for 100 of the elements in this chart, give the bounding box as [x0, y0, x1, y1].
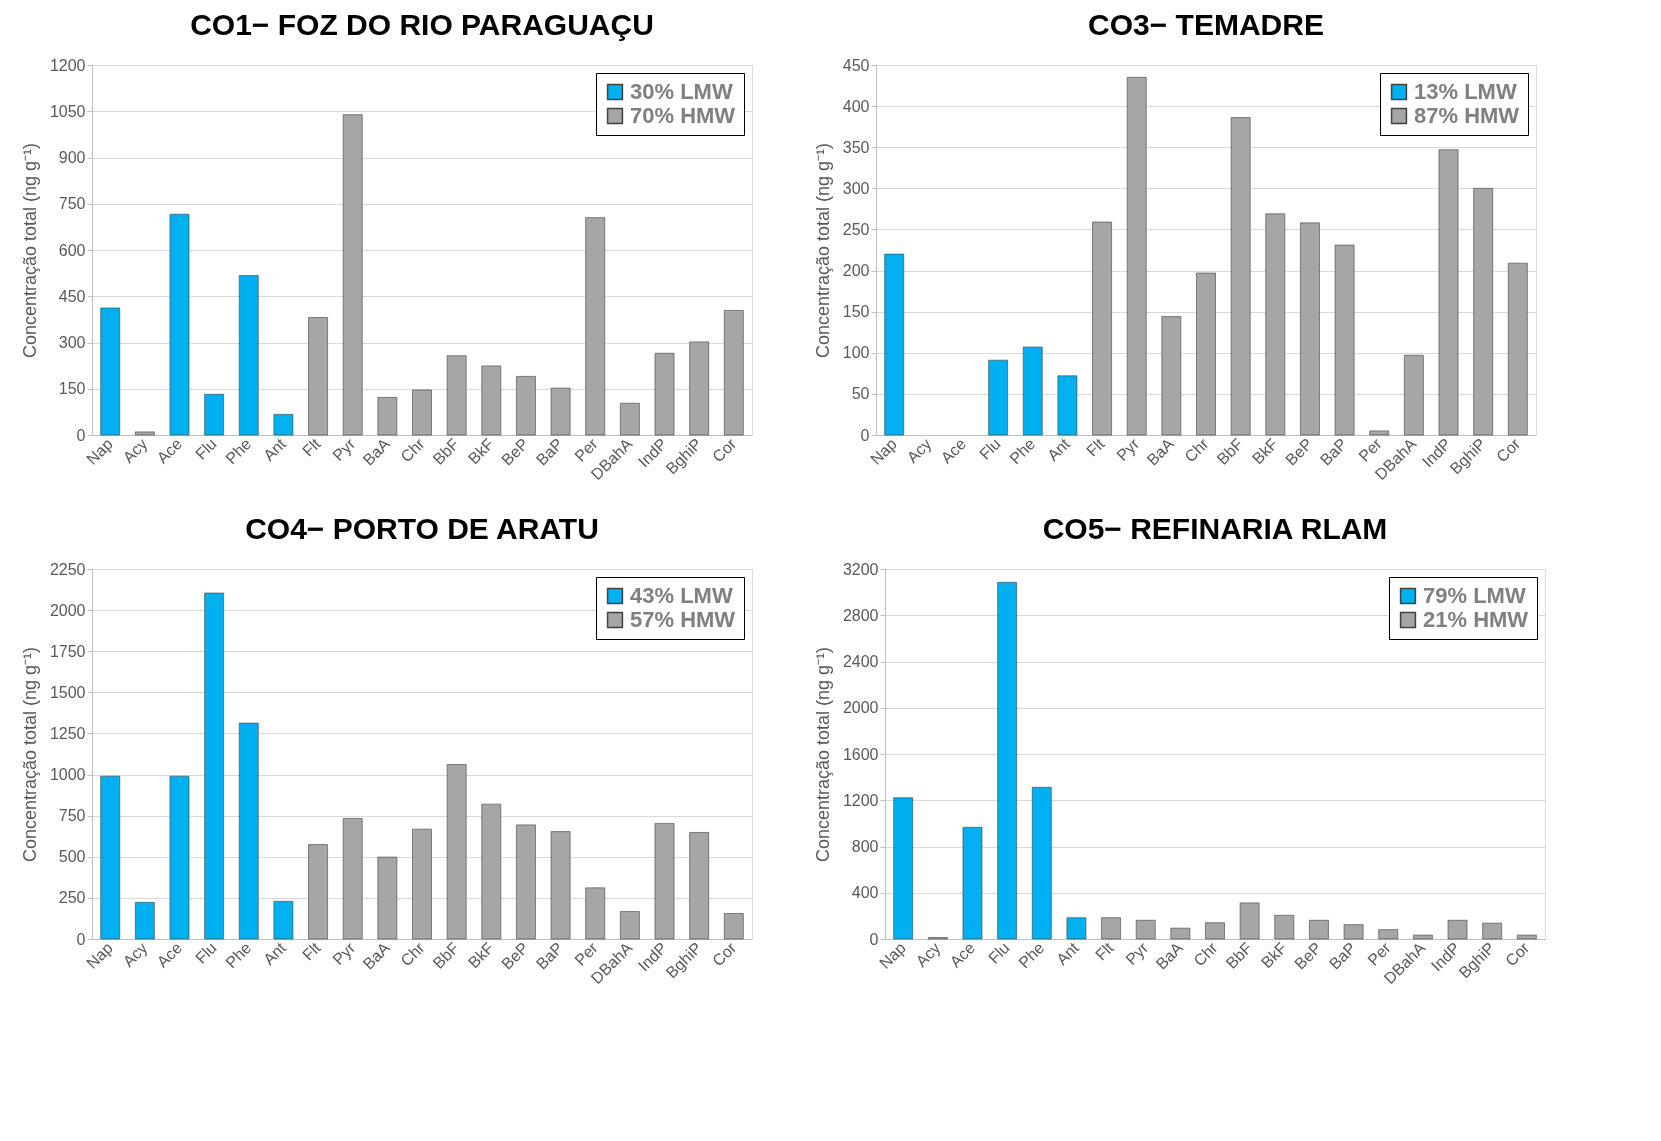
bar — [1447, 919, 1468, 940]
x-tick-label: Ant — [260, 434, 290, 465]
bar — [1230, 117, 1251, 436]
x-tick-label: Ant — [1044, 434, 1074, 465]
bar — [412, 389, 432, 436]
bar — [481, 803, 502, 940]
x-tick-label: Ace — [153, 435, 186, 467]
bar — [550, 387, 571, 436]
bar — [1438, 149, 1459, 436]
x-tick-label: BbF — [1213, 434, 1247, 468]
bar — [1413, 934, 1433, 940]
bar — [1205, 922, 1225, 940]
y-tick-label: 100 — [842, 344, 870, 362]
bar — [1239, 902, 1260, 940]
bar — [308, 844, 328, 940]
legend-label: 70% HMW — [630, 103, 736, 128]
bar — [1126, 77, 1147, 436]
y-axis-title: Concentração total (ng g⁻¹) — [812, 646, 833, 863]
y-axis-title: Concentração total (ng g⁻¹) — [812, 142, 833, 359]
bar — [1135, 919, 1156, 940]
bar — [273, 901, 294, 940]
x-tick-label: BeP — [498, 435, 532, 469]
bar — [550, 831, 571, 940]
y-tick-label: 250 — [58, 889, 86, 907]
x-tick-label: Ace — [946, 939, 979, 971]
bar — [135, 902, 155, 940]
bar — [100, 775, 121, 940]
bar — [723, 913, 744, 940]
bar — [1274, 915, 1295, 940]
bar — [377, 856, 398, 940]
bar — [308, 317, 328, 436]
x-tick-label: Acy — [912, 939, 944, 971]
y-tick-label: 350 — [842, 138, 870, 156]
y-tick-label: 750 — [58, 195, 86, 213]
bar — [1404, 354, 1424, 436]
x-tick-label: BaA — [1143, 434, 1178, 469]
y-tick-label: 300 — [58, 334, 86, 351]
bar — [585, 217, 606, 436]
bar — [997, 582, 1017, 940]
y-tick-label: 450 — [842, 56, 870, 74]
bar — [893, 797, 914, 940]
bar — [884, 253, 905, 436]
y-tick-label: 150 — [842, 303, 870, 321]
legend-label: 30% LMW — [630, 79, 733, 104]
x-tick-label: Pyr — [329, 938, 359, 969]
x-tick-label: Chr — [1181, 434, 1213, 466]
bar — [169, 213, 190, 436]
bar — [1022, 346, 1043, 436]
y-tick-label: 1600 — [842, 745, 879, 763]
bar — [654, 352, 675, 436]
legend-label: 79% LMW — [1423, 583, 1526, 608]
y-tick-label: 1050 — [49, 102, 86, 120]
bar — [377, 397, 398, 436]
bar — [620, 402, 640, 436]
bar — [273, 414, 294, 436]
y-tick-label: 900 — [58, 149, 86, 166]
bar — [1092, 221, 1112, 436]
bar — [1196, 272, 1216, 436]
y-tick-label: 2400 — [842, 653, 879, 670]
y-tick-label: 750 — [58, 807, 86, 825]
x-tick-label: Acy — [119, 435, 151, 467]
x-tick-label: Pyr — [1122, 938, 1152, 969]
y-tick-label: 1250 — [49, 724, 86, 742]
bar — [1369, 430, 1390, 436]
bar — [204, 592, 224, 940]
x-tick-label: Flt — [1083, 434, 1109, 460]
x-tick-label: BkF — [464, 434, 498, 468]
y-tick-label: 0 — [860, 426, 870, 444]
x-tick-label: Ace — [937, 435, 970, 467]
y-tick-label: 2000 — [49, 601, 86, 619]
bar — [1378, 929, 1399, 940]
x-tick-label: BaP — [532, 939, 567, 973]
bar — [620, 911, 640, 940]
y-tick-label: 1750 — [49, 642, 86, 660]
chart-title: CO4− PORTO DE ARATU — [245, 512, 599, 545]
bar — [1161, 316, 1182, 436]
legend-label: 57% HMW — [630, 607, 736, 632]
x-tick-label: Acy — [119, 939, 151, 971]
x-tick-label: Flt — [1092, 938, 1118, 964]
x-tick-label: Flt — [299, 938, 325, 964]
bar — [516, 824, 536, 940]
bar — [962, 827, 983, 940]
bar — [238, 722, 259, 940]
legend-label: 21% HMW — [1423, 607, 1529, 632]
bar — [988, 359, 1008, 436]
x-tick-label: Ace — [153, 939, 186, 971]
y-tick-label: 50 — [851, 385, 870, 403]
x-tick-label: Acy — [903, 435, 935, 467]
chart-title: CO5− REFINARIA RLAM — [1042, 512, 1388, 545]
legend-label: 13% LMW — [1414, 79, 1517, 104]
bar — [342, 114, 363, 436]
bar — [135, 431, 155, 436]
y-tick-label: 800 — [851, 838, 879, 855]
x-tick-label: BkF — [1257, 938, 1291, 972]
legend-label: 43% LMW — [630, 583, 733, 608]
x-tick-label: Pyr — [1113, 434, 1143, 465]
bar — [1031, 787, 1052, 940]
x-tick-label: Flu — [976, 435, 1004, 463]
x-tick-label: BeP — [1282, 435, 1316, 469]
chart-title: CO3− TEMADRE — [1088, 8, 1324, 41]
